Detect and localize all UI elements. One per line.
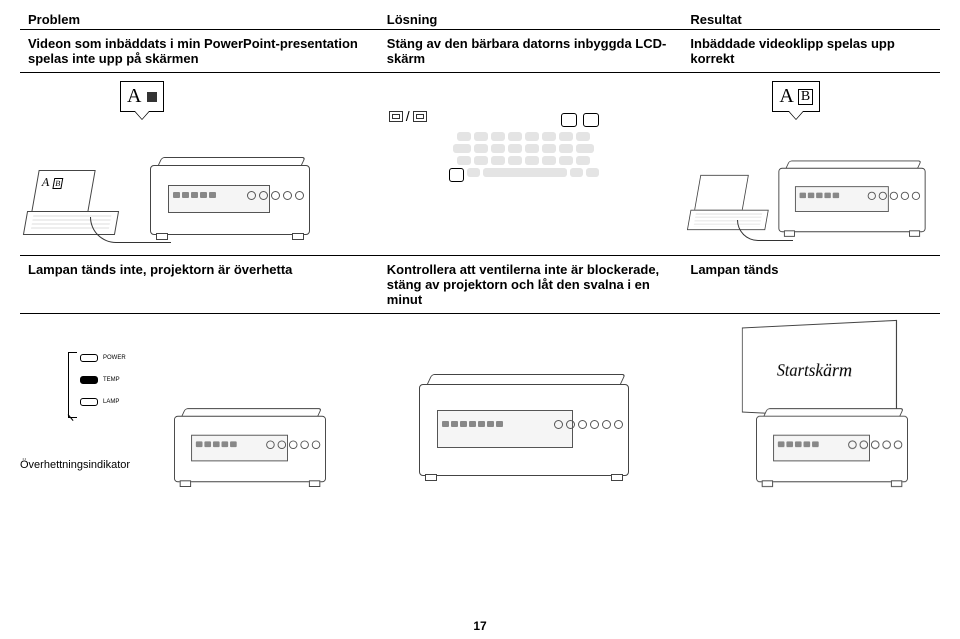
- troubleshoot-table: Problem Lösning Resultat Videon som inbä…: [20, 10, 940, 496]
- keyboard-icon: [449, 113, 599, 168]
- bracket-icon: [68, 352, 77, 418]
- led-temp-label: TEMP: [103, 377, 120, 383]
- row2-problem: Lampan tänds inte, projektorn är överhet…: [28, 262, 292, 277]
- projector-icon: [779, 168, 926, 232]
- table-row: Lampan tänds inte, projektorn är överhet…: [20, 256, 940, 314]
- glyph-b: B: [798, 89, 813, 105]
- led-indicator-panel: POWER TEMP LAMP: [80, 354, 126, 406]
- page-number: 17: [0, 619, 960, 633]
- projector-icon: [150, 165, 310, 235]
- filled-square-icon: [147, 92, 157, 102]
- table-row: Videon som inbäddats i min PowerPoint-pr…: [20, 30, 940, 73]
- row1-problem: Videon som inbäddats i min PowerPoint-pr…: [28, 36, 358, 66]
- led-lamp-label: LAMP: [103, 399, 119, 405]
- header-result: Resultat: [682, 10, 940, 30]
- header-solution: Lösning: [379, 10, 683, 30]
- projector-large-icon: [419, 384, 629, 476]
- callout-a-b: A B: [772, 81, 820, 112]
- overheat-label: Överhettningsindikator: [20, 459, 130, 471]
- cable-icon: [737, 220, 793, 241]
- callout-a-square: A: [120, 81, 164, 112]
- glyph-a: A: [127, 85, 141, 108]
- glyph-a: A: [779, 85, 793, 108]
- monitor-toggle-icon: /: [389, 108, 427, 124]
- cable-icon: [90, 217, 171, 243]
- header-problem: Problem: [20, 10, 379, 30]
- row2-result: Lampan tänds: [690, 262, 778, 277]
- projector-icon: [756, 416, 908, 483]
- led-power-label: POWER: [103, 355, 126, 361]
- start-screen: Startskärm: [742, 320, 897, 420]
- illustration-row-1: A A B: [20, 73, 940, 256]
- illustration-row-2: POWER TEMP LAMP Överhettningsindikator: [20, 314, 940, 497]
- row1-solution: Stäng av den bärbara datorns inbyggda LC…: [387, 36, 667, 66]
- row1-result: Inbäddade videoklipp spelas upp korrekt: [690, 36, 894, 66]
- row2-solution: Kontrollera att ventilerna inte är block…: [387, 262, 659, 307]
- projector-icon: [174, 416, 326, 483]
